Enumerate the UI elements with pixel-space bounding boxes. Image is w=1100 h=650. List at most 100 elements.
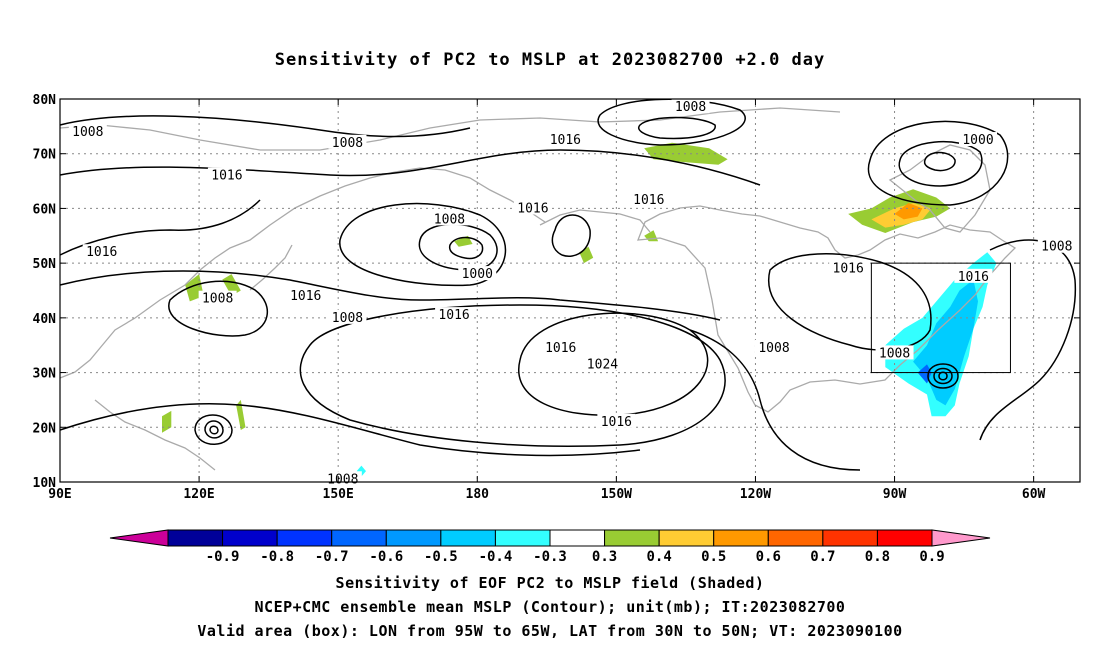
- contour-label-bg: [671, 99, 710, 114]
- contour-1016-subtropic: [59, 403, 641, 457]
- colorbar-segment: [276, 529, 333, 547]
- colorbar-segment: [713, 529, 769, 547]
- contour-label: 1008: [332, 136, 363, 151]
- colorbar-segment: [440, 529, 496, 547]
- sensitivity-patch-10: [236, 399, 246, 430]
- lon-tick-label: 120E: [183, 487, 214, 502]
- contour-label: 1008: [879, 346, 910, 361]
- contour-1008-aleutian-1: [339, 202, 507, 287]
- shading-layer: [162, 142, 997, 477]
- lat-tick-label: 60N: [33, 202, 57, 217]
- contour-label: 1016: [86, 245, 117, 260]
- coastline-arctic: [59, 107, 841, 151]
- contour-1016-pacific: [299, 304, 726, 448]
- contour-label-bg: [755, 339, 793, 354]
- contour-1016-west: [59, 199, 261, 256]
- lat-tick-label: 70N: [33, 148, 57, 163]
- contour-1000-greenland-1: [867, 120, 1009, 206]
- coastline-north-america: [637, 205, 1017, 413]
- contour-1016-mid: [59, 270, 721, 321]
- contour-1000-aleutian-3: [448, 236, 484, 260]
- contour-1008-west: [168, 280, 269, 337]
- contour-label-bg: [829, 260, 868, 275]
- contour-label: 1016: [545, 341, 576, 356]
- contour-label: 1016: [833, 262, 864, 277]
- contour-label-bg: [68, 123, 107, 138]
- contour-hurricane-2: [933, 367, 953, 385]
- lat-tick-label: 20N: [33, 421, 57, 436]
- contour-label: 1016: [290, 289, 321, 304]
- colorbar-label: -0.8: [260, 549, 294, 565]
- contour-label-bg: [597, 413, 636, 428]
- colorbar-segment: [822, 529, 878, 547]
- contour-label-bg: [959, 132, 997, 147]
- colorbar-segment: [331, 529, 387, 547]
- caption-valid-area: Valid area (box): LON from 95W to 65W, L…: [197, 622, 903, 640]
- lon-tick-label: 150W: [601, 487, 632, 502]
- contour-label-bg: [541, 339, 580, 354]
- colorbar-segment: [385, 529, 442, 547]
- colorbar-label: -0.3: [533, 549, 567, 565]
- lat-tick-label: 80N: [33, 93, 57, 108]
- contour-label-bg: [458, 266, 497, 281]
- colorbar-segment: [658, 529, 715, 547]
- contour-label: 1016: [550, 133, 581, 148]
- contour-1000-greenland-2: [898, 141, 983, 187]
- sensitivity-patch-4: [454, 235, 473, 247]
- contour-label: 1016: [633, 193, 664, 208]
- colorbar-label: -0.9: [206, 549, 240, 565]
- colorbar-segment: [876, 529, 933, 547]
- colorbar-label: -0.4: [479, 549, 513, 565]
- sensitivity-patch-9: [162, 410, 172, 433]
- contour-label: 1008: [202, 292, 233, 307]
- lat-tick-label: 30N: [33, 367, 57, 382]
- map-title: Sensitivity of PC2 to MSLP at 2023082700…: [274, 50, 826, 70]
- contour-label-bg: [513, 200, 552, 215]
- contour-label-bg: [435, 307, 474, 322]
- lat-tick-label: 40N: [33, 312, 57, 327]
- contour-label: 1016: [438, 308, 469, 323]
- sensitivity-patch-3: [894, 203, 923, 220]
- lon-tick-label: 60W: [1022, 487, 1046, 502]
- contour-label: 1000: [962, 133, 993, 148]
- contour-label-bg: [328, 134, 367, 149]
- colorbar-label: -0.6: [369, 549, 403, 565]
- lat-tick-label: 50N: [33, 257, 57, 272]
- contour-label: 1008: [72, 125, 103, 140]
- sensitivity-patch-14: [356, 465, 366, 477]
- contour-label: 1008: [327, 472, 358, 487]
- contour-typhoon-2: [204, 420, 224, 439]
- colorbar-label: -0.7: [315, 549, 349, 565]
- contour-label: 1016: [601, 415, 632, 430]
- contour-label: 1016: [517, 201, 548, 216]
- coastline-japan: [249, 244, 293, 291]
- contour-label-bg: [1037, 238, 1076, 253]
- contour-label-bg: [328, 309, 367, 324]
- contour-aleutian-east: [551, 214, 591, 257]
- colorbar-label: 0.9: [919, 549, 944, 565]
- contour-label: 1008: [434, 212, 465, 227]
- lon-tick-label: 180: [466, 487, 490, 502]
- colorbar-segment: [167, 529, 224, 547]
- colorbar-segment: [604, 529, 660, 547]
- colorbar-upper-triangle: [931, 529, 991, 547]
- graticule: [60, 99, 1080, 482]
- contour-label: 1008: [332, 311, 363, 326]
- contour-label-bg: [629, 192, 668, 207]
- contour-label-bg: [198, 290, 237, 305]
- contour-label-bg: [286, 287, 325, 302]
- colorbar-label: 0.5: [701, 549, 726, 565]
- contour-label-bg: [954, 268, 993, 283]
- map-frame: [59, 98, 1081, 483]
- contour-1016-east-pacific: [689, 329, 861, 471]
- valid-area-box: [870, 262, 1011, 374]
- lon-tick-label: 150E: [323, 487, 354, 502]
- lon-tick-label: 90E: [48, 487, 71, 502]
- contour-label: 1016: [211, 169, 242, 184]
- contour-hurricane-1: [927, 363, 959, 389]
- lat-tick-label: 10N: [33, 476, 57, 491]
- caption-shading: Sensitivity of EOF PC2 to MSLP field (Sh…: [335, 574, 765, 592]
- contour-typhoon-3: [209, 425, 219, 435]
- lon-tick-label: 120W: [740, 487, 771, 502]
- sensitivity-patch-5: [579, 246, 594, 264]
